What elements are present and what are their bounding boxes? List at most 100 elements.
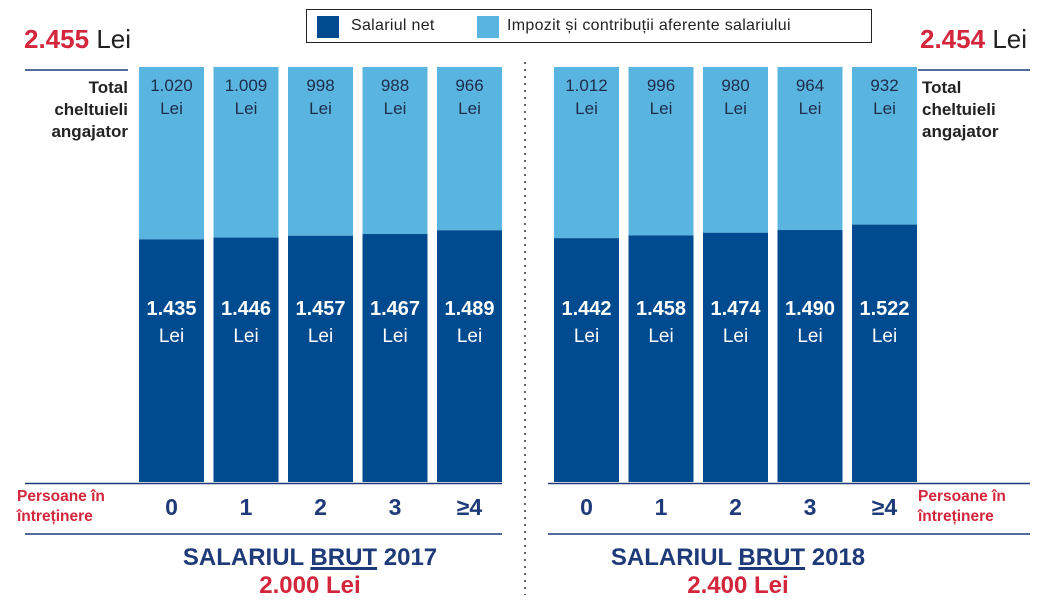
- left-footer-title: SALARIUL BRUT 2017: [120, 544, 500, 572]
- right-category-label: 1: [655, 494, 668, 520]
- left-category-label: 3: [389, 494, 402, 520]
- right-net-value: 1.458: [636, 298, 686, 320]
- left-total-unit: Lei: [96, 24, 132, 54]
- left-net-unit: Lei: [457, 326, 482, 347]
- right-footer-brut: BRUT: [738, 544, 806, 571]
- left-dependents-label-line: Persoane în: [17, 488, 105, 505]
- legend: Salariul net Impozit și contribuții afer…: [306, 9, 872, 43]
- left-total-value: 2.455: [24, 24, 90, 54]
- legend-swatch-tax: [477, 16, 499, 38]
- right-dependents-label: Persoane în întreținere: [918, 487, 1038, 527]
- left-dependents-label: Persoane în întreținere: [17, 487, 129, 527]
- left-tax-unit: Lei: [235, 99, 258, 118]
- legend-label-net: Salariul net: [351, 17, 435, 34]
- left-bar-tax: [139, 67, 204, 240]
- right-footer-amount: 2.400 Lei: [548, 572, 928, 600]
- right-footer-amount-value: 2.400: [687, 572, 748, 599]
- left-net-unit: Lei: [382, 326, 407, 347]
- right-net-value: 1.522: [859, 298, 909, 320]
- right-footer-amount-unit: Lei: [754, 572, 789, 599]
- left-bar-net: [213, 237, 279, 482]
- left-tax-value: 966: [455, 76, 483, 95]
- left-net-unit: Lei: [159, 326, 184, 347]
- right-net-unit: Lei: [574, 326, 599, 347]
- right-category-label: 0: [580, 494, 593, 520]
- left-dependents-label-line: întreținere: [17, 508, 93, 525]
- left-net-value: 1.467: [370, 298, 420, 320]
- left-side-label: Total cheltuieli angajator: [24, 77, 128, 143]
- left-bar-tax: [362, 67, 428, 235]
- left-bar-tax: [213, 67, 279, 238]
- right-tax-value: 980: [721, 76, 749, 95]
- left-net-value: 1.457: [295, 298, 345, 320]
- left-footer-amount: 2.000 Lei: [120, 572, 500, 600]
- right-net-unit: Lei: [648, 326, 673, 347]
- left-category-label: 2: [314, 494, 327, 520]
- left-footer-brut: BRUT: [310, 544, 378, 571]
- right-category-label: ≥4: [872, 494, 898, 520]
- left-tax-unit: Lei: [458, 99, 481, 118]
- right-bar-tax: [628, 67, 694, 236]
- left-tax-unit: Lei: [384, 99, 407, 118]
- left-bar-net: [139, 239, 204, 482]
- left-footer-year: 2017: [377, 544, 438, 571]
- right-net-unit: Lei: [797, 326, 822, 347]
- right-bar-net: [703, 232, 768, 482]
- right-tax-unit: Lei: [799, 99, 822, 118]
- left-footer-amount-unit: Lei: [326, 572, 361, 599]
- right-side-label-line: cheltuieli: [922, 100, 996, 119]
- right-tax-unit: Lei: [873, 99, 896, 118]
- legend-swatch-net: [317, 16, 339, 38]
- legend-label-tax: Impozit și contribuții aferente salariul…: [507, 17, 791, 34]
- left-bar-tax: [288, 67, 353, 236]
- right-footer-prefix: SALARIUL: [610, 544, 739, 571]
- right-side-label: Total cheltuieli angajator: [922, 77, 1032, 143]
- left-tax-unit: Lei: [160, 99, 183, 118]
- right-tax-unit: Lei: [575, 99, 598, 118]
- left-net-unit: Lei: [233, 326, 258, 347]
- right-tax-unit: Lei: [724, 99, 747, 118]
- left-bar-net: [437, 230, 502, 482]
- left-tax-value: 1.020: [150, 76, 193, 95]
- right-bar-tax: [777, 67, 843, 231]
- right-dependents-label-line: Persoane în: [918, 488, 1006, 505]
- right-bar-net: [852, 224, 917, 482]
- right-net-value: 1.490: [785, 298, 835, 320]
- left-category-label: 1: [240, 494, 253, 520]
- left-net-value: 1.435: [146, 298, 196, 320]
- left-tax-unit: Lei: [309, 99, 332, 118]
- left-net-unit: Lei: [308, 326, 333, 347]
- left-category-label: 0: [165, 494, 178, 520]
- left-net-value: 1.446: [221, 298, 271, 320]
- right-total: 2.454 Lei: [920, 24, 1027, 55]
- right-footer-year: 2018: [805, 544, 866, 571]
- right-net-unit: Lei: [723, 326, 748, 347]
- right-dependents-label-line: întreținere: [918, 508, 994, 525]
- left-tax-value: 998: [306, 76, 334, 95]
- left-tax-value: 988: [381, 76, 409, 95]
- right-bar-net: [777, 230, 843, 482]
- right-net-value: 1.442: [561, 298, 611, 320]
- right-bar-tax: [554, 67, 619, 239]
- left-tax-value: 1.009: [225, 76, 268, 95]
- right-category-label: 3: [804, 494, 817, 520]
- right-footer: SALARIUL BRUT 2018 2.400 Lei: [548, 544, 928, 600]
- right-bar-net: [554, 238, 619, 482]
- left-footer-prefix: SALARIUL: [182, 544, 311, 571]
- right-total-unit: Lei: [992, 24, 1028, 54]
- right-net-value: 1.474: [710, 298, 761, 320]
- right-bar-net: [628, 235, 694, 482]
- right-tax-value: 996: [647, 76, 675, 95]
- right-bar-tax: [703, 67, 768, 233]
- right-bar-tax: [852, 67, 917, 225]
- left-total: 2.455 Lei: [24, 24, 131, 55]
- left-bar-tax: [437, 67, 502, 231]
- left-category-label: ≥4: [457, 494, 483, 520]
- right-tax-value: 1.012: [565, 76, 608, 95]
- left-side-label-line: Total: [88, 78, 128, 97]
- right-tax-value: 964: [796, 76, 824, 95]
- right-footer-title: SALARIUL BRUT 2018: [548, 544, 928, 572]
- left-footer: SALARIUL BRUT 2017 2.000 Lei: [120, 544, 500, 600]
- left-side-label-line: cheltuieli: [54, 100, 128, 119]
